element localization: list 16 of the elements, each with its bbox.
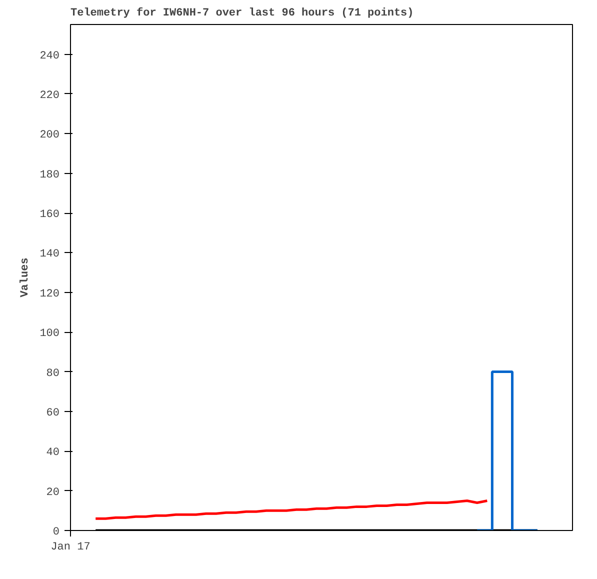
y-tick-label: 80 bbox=[46, 368, 60, 380]
y-tick-label: 40 bbox=[46, 447, 60, 460]
y-tick-label: 220 bbox=[40, 90, 60, 102]
y-tick-label: 60 bbox=[46, 407, 60, 420]
y-axis-title: Values bbox=[20, 258, 32, 298]
y-tick-label: 20 bbox=[46, 486, 60, 499]
chart-title: Telemetry for IW6NH-7 over last 96 hours (71 points) bbox=[70, 6, 414, 20]
y-tick-label: 140 bbox=[40, 248, 60, 261]
text: Jan 17 bbox=[50, 542, 90, 554]
y-tick-label: 100 bbox=[40, 328, 60, 340]
y-tick-label: 160 bbox=[40, 209, 60, 222]
y-tick-label: 0 bbox=[52, 526, 60, 538]
y-tick-label: 240 bbox=[40, 50, 60, 62]
y-tick-label: 120 bbox=[40, 288, 60, 300]
y-tick-label: 180 bbox=[40, 169, 60, 182]
y-tick-label: 200 bbox=[40, 130, 60, 142]
